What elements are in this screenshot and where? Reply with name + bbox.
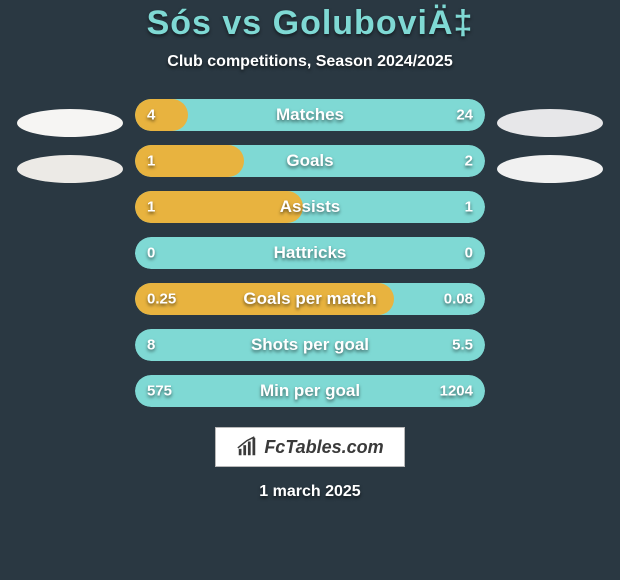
brand-text: FcTables.com <box>264 437 383 458</box>
stat-bar-fill <box>135 191 303 223</box>
stat-left-value: 1 <box>147 199 155 216</box>
stat-right-value: 1204 <box>440 383 473 400</box>
chart-icon <box>236 436 258 458</box>
stat-bar: 1 Goals 2 <box>135 145 485 177</box>
stat-right-value: 5.5 <box>452 337 473 354</box>
right-player-flag <box>497 155 603 183</box>
right-player-col <box>485 99 615 201</box>
stat-left-value: 1 <box>147 153 155 170</box>
stat-bar: 1 Assists 1 <box>135 191 485 223</box>
stat-label: Goals <box>286 151 333 171</box>
stat-bar-fill <box>135 99 188 131</box>
stat-right-value: 24 <box>456 107 473 124</box>
stat-bar: 0.25 Goals per match 0.08 <box>135 283 485 315</box>
page-subtitle: Club competitions, Season 2024/2025 <box>167 53 452 71</box>
stat-left-value: 0 <box>147 245 155 262</box>
page-title: Sós vs GoluboviÄ‡ <box>147 4 474 43</box>
brand-badge[interactable]: FcTables.com <box>215 427 404 467</box>
stat-bar: 8 Shots per goal 5.5 <box>135 329 485 361</box>
stat-label: Hattricks <box>274 243 347 263</box>
stat-left-value: 0.25 <box>147 291 176 308</box>
stat-label: Shots per goal <box>251 335 369 355</box>
stat-left-value: 575 <box>147 383 172 400</box>
stat-right-value: 2 <box>465 153 473 170</box>
stats-area: 4 Matches 24 1 Goals 2 1 Assists 1 0 Hattricks 0 0.2… <box>0 99 620 407</box>
comparison-widget: Sós vs GoluboviÄ‡ Club competitions, Sea… <box>0 0 620 580</box>
stat-bars: 4 Matches 24 1 Goals 2 1 Assists 1 0 Hattricks 0 0.2… <box>135 99 485 407</box>
left-player-col <box>5 99 135 201</box>
left-player-flag <box>17 155 123 183</box>
stat-left-value: 4 <box>147 107 155 124</box>
date-label: 1 march 2025 <box>259 483 360 501</box>
stat-label: Min per goal <box>260 381 360 401</box>
stat-right-value: 0 <box>465 245 473 262</box>
stat-label: Assists <box>280 197 340 217</box>
stat-label: Matches <box>276 105 344 125</box>
stat-bar: 575 Min per goal 1204 <box>135 375 485 407</box>
stat-bar: 4 Matches 24 <box>135 99 485 131</box>
stat-left-value: 8 <box>147 337 155 354</box>
left-player-badge <box>17 109 123 137</box>
stat-bar: 0 Hattricks 0 <box>135 237 485 269</box>
stat-label: Goals per match <box>243 289 376 309</box>
stat-right-value: 1 <box>465 199 473 216</box>
right-player-badge <box>497 109 603 137</box>
stat-right-value: 0.08 <box>444 291 473 308</box>
